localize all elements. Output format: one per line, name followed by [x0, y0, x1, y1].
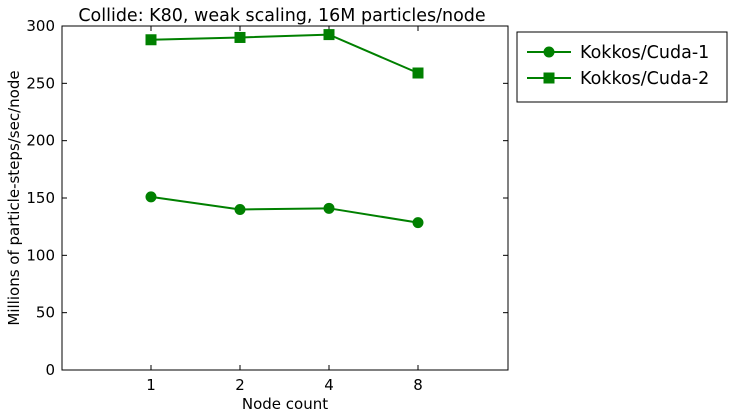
data-point-circle [145, 191, 157, 203]
x-axis-label: Node count [242, 395, 328, 413]
y-tick-label: 250 [26, 74, 55, 92]
data-point-square [145, 34, 157, 46]
y-tick-label: 100 [26, 246, 55, 264]
x-axis: 1 2 4 8 [146, 26, 423, 394]
legend-box [516, 31, 728, 103]
y-axis-label: Millions of particle-steps/sec/node [5, 70, 23, 325]
series-line-1 [150, 195, 419, 224]
y-tick-label: 0 [45, 361, 55, 379]
data-point-square [323, 29, 335, 41]
chart-title: Collide: K80, weak scaling, 16M particle… [78, 6, 485, 26]
legend-marker-square [543, 72, 555, 84]
x-tick-label: 1 [146, 376, 156, 394]
x-tick-label: 2 [235, 376, 245, 394]
legend: Kokkos/Cuda-1 Kokkos/Cuda-2 [516, 31, 728, 103]
y-tick-label: 300 [26, 17, 55, 35]
series-line-2 [150, 33, 419, 74]
y-tick-label: 50 [36, 304, 55, 322]
y-tick-label: 150 [26, 189, 55, 207]
data-point-circle [234, 203, 246, 215]
legend-label: Kokkos/Cuda-2 [580, 69, 709, 89]
legend-label: Kokkos/Cuda-1 [580, 43, 709, 63]
data-point-circle [412, 217, 424, 229]
legend-marker-circle [543, 46, 555, 58]
data-point-square [412, 67, 424, 79]
x-tick-label: 8 [413, 376, 423, 394]
data-point-square [234, 31, 246, 43]
plot-area [61, 25, 509, 371]
x-tick-label: 4 [324, 376, 334, 394]
y-axis: 0 50 100 150 200 250 300 [26, 17, 508, 379]
series-layer [145, 29, 424, 229]
y-tick-label: 200 [26, 132, 55, 150]
data-point-circle [323, 202, 335, 214]
